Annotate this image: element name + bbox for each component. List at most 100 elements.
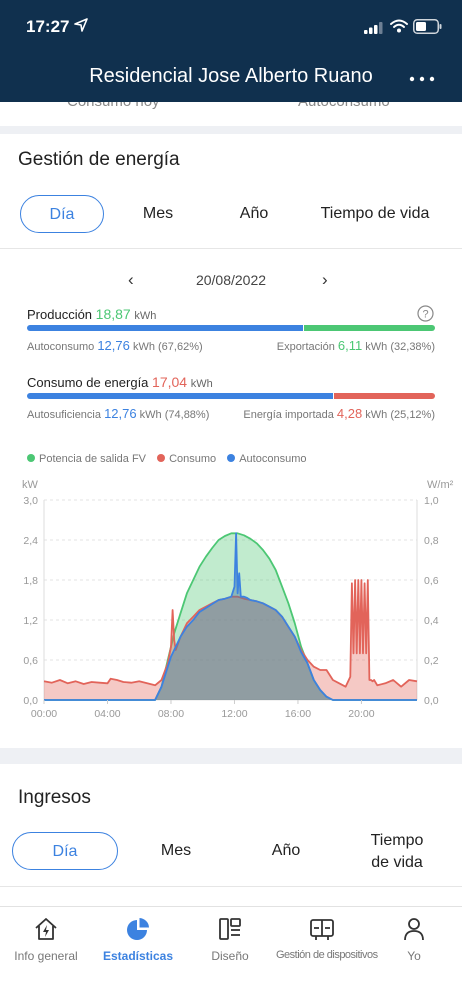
status-bar: 17:27: [0, 0, 462, 54]
income-tabs-divider: [0, 886, 462, 887]
tab-month[interactable]: Mes: [142, 205, 174, 222]
more-options-icon[interactable]: [409, 76, 435, 82]
y-right-tick-label: 1,0: [424, 495, 439, 507]
tab-lifetime[interactable]: Tiempo de vida: [320, 205, 430, 222]
self-sufficiency-sub-unit: kWh: [139, 409, 162, 421]
tabs-divider: [0, 248, 462, 249]
y-axis-title: kW: [22, 479, 39, 491]
legend-item-consumption[interactable]: Consumo: [157, 453, 216, 465]
energy-period-tabs: Día Mes Año Tiempo de vida: [0, 195, 462, 235]
legend-item-self[interactable]: Autoconsumo: [227, 453, 306, 465]
consumption-bar: [27, 393, 435, 399]
import-sub-pct: (25,12%): [390, 409, 435, 421]
y-right-axis-title: W/m²: [427, 479, 454, 491]
production-export-segment: [303, 325, 435, 331]
self-consumption-label: Autoconsumo: [298, 102, 390, 110]
page-title: Residencial Jose Alberto Ruano: [89, 65, 373, 87]
production-label: Producción: [27, 307, 93, 322]
production-self-segment: [27, 325, 303, 331]
location-arrow-icon: [74, 18, 88, 32]
x-tick-label: 20:00: [348, 708, 374, 720]
chart-legend: Potencia de salida FV Consumo Autoconsum…: [27, 453, 314, 465]
home-bolt-icon: [35, 918, 57, 940]
help-icon[interactable]: ?: [417, 305, 434, 322]
production-row: Producción 18,87 kWh: [27, 306, 156, 322]
pie-chart-icon: [127, 918, 149, 940]
y-tick-label: 2,4: [23, 535, 38, 547]
wifi-icon: [390, 19, 408, 33]
user-icon: [404, 918, 424, 941]
production-unit: kWh: [134, 310, 157, 322]
energy-section-title: Gestión de energía: [18, 149, 180, 170]
income-tab-day[interactable]: Día: [12, 832, 118, 870]
battery-icon: [413, 19, 442, 34]
import-sub-value: 4,28: [336, 406, 363, 421]
income-tab-lifetime[interactable]: Tiempo de vida: [352, 830, 442, 874]
nav-me[interactable]: Yo: [368, 915, 460, 963]
status-time: 17:27: [26, 17, 70, 36]
next-date-icon[interactable]: ›: [322, 270, 328, 289]
self-consumption-sub-unit: kWh: [132, 341, 155, 353]
consumption-import-segment: [333, 393, 435, 399]
self-consumption-sub-value: 12,76: [97, 338, 130, 353]
import-sub: Energía importada 4,28 kWh (25,12%): [243, 406, 435, 421]
legend-self-label: Autoconsumo: [239, 453, 307, 465]
y-tick-label: 3,0: [23, 495, 38, 507]
self-consumption-sub: Autoconsumo 12,76 kWh (67,62%): [27, 338, 203, 353]
production-value: 18,87: [95, 306, 131, 322]
nav-device-management[interactable]: Gestión de dispositivos: [276, 915, 378, 961]
today-consumption-label: Consumo hoy: [67, 102, 160, 110]
legend-consumption-label: Consumo: [169, 453, 217, 465]
nav-device-management-label: Gestión de dispositivos: [276, 949, 378, 961]
export-sub-pct: (32,38%): [390, 341, 435, 353]
power-chart[interactable]: 0,0 0,0 0,6 0,2 1,2 0,4 1,8 0,6 2,4 0,8 3,0 1,0 kW W/…: [0, 478, 462, 733]
export-sub: Exportación 6,11 kWh (32,38%): [277, 338, 435, 353]
legend-pv-label: Potencia de salida FV: [39, 453, 147, 465]
x-tick-label: 04:00: [94, 708, 120, 720]
import-sub-label: Energía importada: [243, 409, 334, 421]
y-right-tick-label: 0,8: [424, 535, 439, 547]
export-sub-unit: kWh: [365, 341, 388, 353]
self-consumption-series-area: [44, 533, 417, 700]
income-tab-year[interactable]: Año: [271, 842, 301, 859]
income-card: Ingresos Día Mes Año Tiempo de vida: [0, 764, 462, 914]
previous-date-icon[interactable]: ‹: [128, 270, 134, 289]
app-header: Residencial Jose Alberto Ruano: [0, 54, 462, 102]
nav-design[interactable]: Diseño: [184, 915, 276, 963]
x-tick-label: 12:00: [221, 708, 247, 720]
summary-card-peek: Consumo hoy Autoconsumo: [0, 102, 462, 126]
tab-day[interactable]: Día: [20, 195, 104, 233]
export-sub-label: Exportación: [276, 341, 335, 353]
y-right-tick-label: 0,0: [424, 695, 439, 707]
device-icon: [310, 919, 334, 940]
nav-me-label: Yo: [407, 949, 421, 963]
chart-axes: 0,0 0,0 0,6 0,2 1,2 0,4 1,8 0,6 2,4 0,8 3,0 1,0 kW W/…: [22, 479, 454, 720]
nav-statistics-label: Estadísticas: [102, 949, 174, 963]
income-section-title: Ingresos: [18, 787, 91, 808]
consumption-unit: kWh: [190, 378, 213, 390]
y-tick-label: 0,0: [23, 695, 38, 707]
self-sufficiency-sub-label: Autosuficiencia: [27, 409, 101, 421]
selected-date[interactable]: 20/08/2022: [195, 272, 267, 288]
y-right-tick-label: 0,2: [424, 655, 439, 667]
self-consumption-series-line: [44, 532, 417, 701]
import-sub-unit: kWh: [365, 409, 388, 421]
income-tab-month[interactable]: Mes: [160, 842, 192, 859]
layout-icon: [219, 918, 241, 940]
legend-item-pv[interactable]: Potencia de salida FV: [27, 453, 146, 465]
chart-areas: [43, 532, 418, 701]
y-right-tick-label: 0,4: [424, 615, 439, 627]
x-tick-label: 08:00: [158, 708, 184, 720]
nav-design-label: Diseño: [211, 949, 249, 963]
x-tick-label: 16:00: [285, 708, 311, 720]
nav-overview[interactable]: Info general: [0, 915, 92, 963]
y-tick-label: 1,2: [23, 615, 38, 627]
self-sufficiency-sub-value: 12,76: [104, 406, 137, 421]
consumption-row: Consumo de energía 17,04 kWh: [27, 374, 213, 390]
nav-statistics[interactable]: Estadísticas: [92, 915, 184, 963]
tab-year[interactable]: Año: [239, 205, 269, 222]
energy-management-card: Gestión de energía Día Mes Año Tiempo de…: [0, 134, 462, 748]
export-sub-value: 6,11: [337, 338, 363, 353]
date-navigator: ‹ 20/08/2022 ›: [0, 270, 462, 294]
cellular-signal-icon: [364, 22, 383, 34]
